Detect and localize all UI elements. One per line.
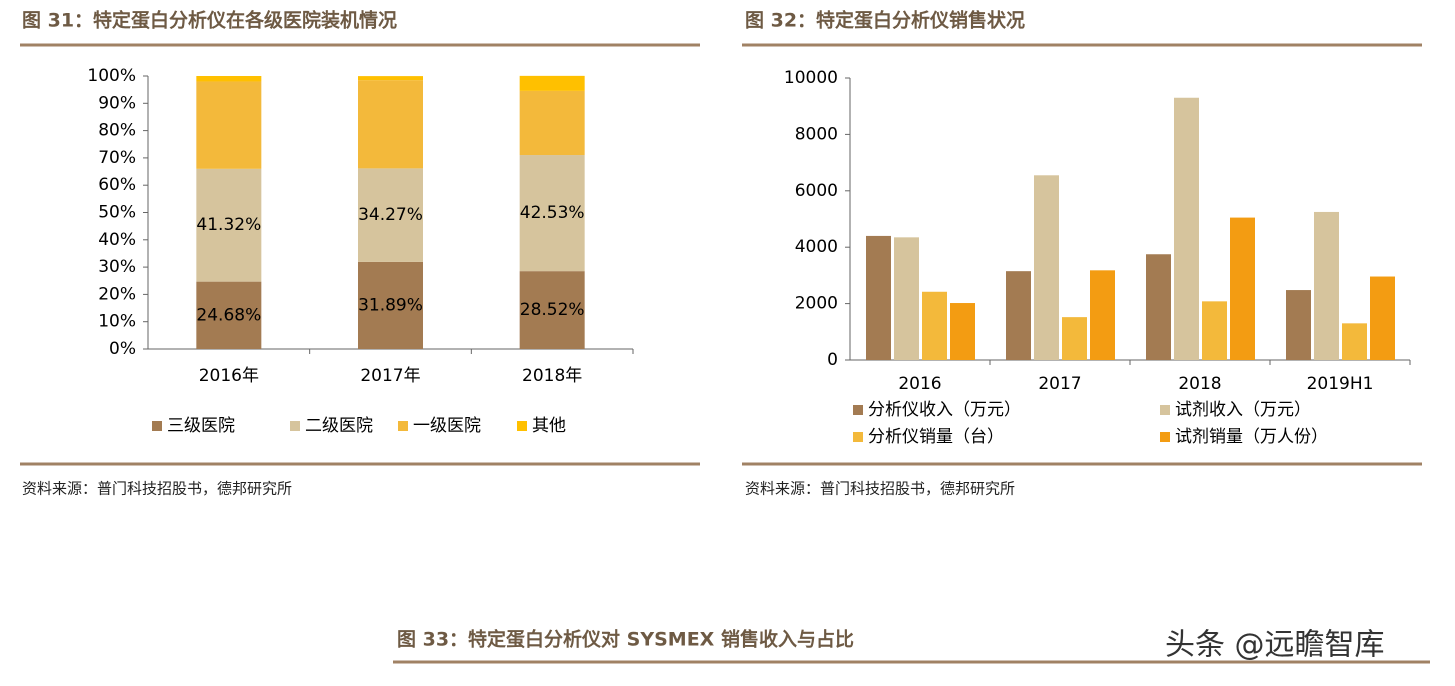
y-tick-label: 80%	[98, 121, 136, 141]
bar-segment	[358, 168, 423, 262]
bar-segment	[519, 271, 585, 349]
y-tick-label: 0%	[109, 339, 136, 359]
x-tick-label: 2018年	[522, 366, 582, 386]
bar-segment	[519, 155, 585, 272]
bar	[1090, 270, 1115, 360]
y-tick-label: 70%	[98, 148, 136, 168]
source: 资料来源：普门科技招股书，德邦研究所	[22, 480, 292, 498]
bar-segment	[196, 81, 262, 169]
y-tick-label: 10000	[784, 68, 838, 88]
y-tick-label: 90%	[98, 93, 136, 113]
data-label: 42.53%	[520, 203, 585, 223]
bar	[1230, 217, 1255, 360]
y-tick-label: 60%	[98, 175, 136, 195]
legend-label: 试剂销量（万人份）	[1175, 427, 1328, 447]
legend-label: 一级医院	[413, 416, 481, 436]
chart-title: 图 32：特定蛋白分析仪销售状况	[745, 9, 1025, 32]
bar	[1174, 97, 1199, 361]
bar-segment	[358, 261, 423, 349]
legend-swatch	[398, 421, 408, 431]
bar	[1202, 301, 1227, 360]
bar-segment	[358, 76, 423, 81]
bar	[1006, 271, 1031, 360]
bar	[1034, 175, 1059, 360]
y-tick-label: 100%	[87, 66, 136, 86]
bar	[866, 235, 891, 360]
legend-label: 三级医院	[167, 416, 235, 436]
legend-swatch	[853, 432, 863, 442]
bar	[1314, 211, 1339, 360]
y-tick-label: 4000	[795, 237, 838, 257]
bar-segment	[196, 168, 262, 282]
x-tick-label: 2017年	[360, 366, 420, 386]
chart-title: 图 31：特定蛋白分析仪在各级医院装机情况	[22, 9, 397, 32]
bar-segment	[519, 90, 585, 156]
y-tick-label: 10%	[98, 312, 136, 332]
legend-label: 分析仪销量（台）	[868, 427, 1004, 447]
source: 资料来源：普门科技招股书，德邦研究所	[745, 480, 1015, 498]
legend-swatch	[290, 421, 300, 431]
bar	[1342, 323, 1367, 360]
x-tick-label: 2019H1	[1307, 374, 1374, 394]
x-tick-label: 2017	[1038, 374, 1081, 394]
bar-segment	[196, 281, 262, 349]
data-label: 34.27%	[358, 205, 423, 225]
legend-swatch	[1160, 405, 1170, 415]
x-tick-label: 2016年	[199, 366, 259, 386]
legend-label: 其他	[532, 416, 566, 436]
bar	[1370, 276, 1395, 360]
legend-label: 试剂收入（万元）	[1175, 400, 1311, 420]
y-tick-label: 20%	[98, 284, 136, 304]
legend-label: 二级医院	[305, 416, 373, 436]
x-tick-label: 2018	[1178, 374, 1221, 394]
legend-swatch	[152, 421, 162, 431]
bar	[1062, 317, 1087, 360]
data-label: 41.32%	[196, 215, 261, 235]
y-tick-label: 30%	[98, 257, 136, 277]
bar-segment	[196, 76, 262, 82]
bar-segment	[358, 80, 423, 169]
bar	[1146, 254, 1171, 360]
y-tick-label: 0	[827, 350, 838, 370]
legend-swatch	[853, 405, 863, 415]
x-tick-label: 2016	[898, 374, 941, 394]
bar	[1286, 290, 1311, 360]
figure-title: 图 33：特定蛋白分析仪对 SYSMEX 销售收入与占比	[397, 628, 854, 651]
bar	[950, 303, 975, 360]
legend-swatch	[1160, 432, 1170, 442]
watermark: 头条 @远瞻智库	[1165, 628, 1385, 663]
data-label: 28.52%	[520, 300, 585, 320]
legend-label: 分析仪收入（万元）	[868, 400, 1021, 420]
bar	[922, 291, 947, 360]
y-tick-label: 8000	[795, 124, 838, 144]
bar-segment	[519, 75, 585, 91]
y-tick-label: 40%	[98, 230, 136, 250]
y-tick-label: 50%	[98, 203, 136, 223]
legend-swatch	[517, 421, 527, 431]
y-tick-label: 6000	[795, 181, 838, 201]
data-label: 31.89%	[358, 295, 423, 315]
data-label: 24.68%	[196, 305, 261, 325]
y-tick-label: 2000	[795, 294, 838, 314]
bar	[894, 237, 919, 360]
